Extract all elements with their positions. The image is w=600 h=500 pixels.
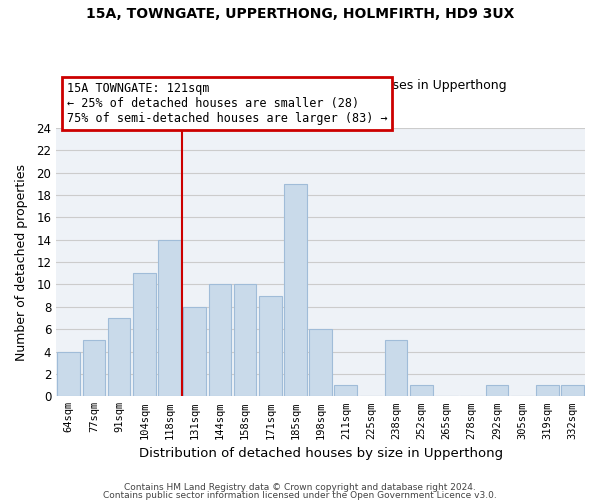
Bar bbox=[334, 385, 357, 396]
Bar bbox=[209, 284, 231, 397]
Bar bbox=[133, 274, 155, 396]
Title: Size of property relative to detached houses in Upperthong: Size of property relative to detached ho… bbox=[135, 79, 506, 92]
Bar bbox=[259, 296, 281, 396]
Bar bbox=[385, 340, 407, 396]
Text: Contains public sector information licensed under the Open Government Licence v3: Contains public sector information licen… bbox=[103, 490, 497, 500]
Bar bbox=[58, 352, 80, 397]
Bar bbox=[485, 385, 508, 396]
Y-axis label: Number of detached properties: Number of detached properties bbox=[15, 164, 28, 360]
Bar bbox=[284, 184, 307, 396]
Bar bbox=[561, 385, 584, 396]
Bar bbox=[83, 340, 105, 396]
X-axis label: Distribution of detached houses by size in Upperthong: Distribution of detached houses by size … bbox=[139, 447, 503, 460]
Text: 15A TOWNGATE: 121sqm
← 25% of detached houses are smaller (28)
75% of semi-detac: 15A TOWNGATE: 121sqm ← 25% of detached h… bbox=[67, 82, 388, 125]
Bar bbox=[108, 318, 130, 396]
Bar bbox=[309, 329, 332, 396]
Bar bbox=[184, 307, 206, 396]
Bar bbox=[234, 284, 256, 397]
Text: 15A, TOWNGATE, UPPERTHONG, HOLMFIRTH, HD9 3UX: 15A, TOWNGATE, UPPERTHONG, HOLMFIRTH, HD… bbox=[86, 8, 514, 22]
Text: Contains HM Land Registry data © Crown copyright and database right 2024.: Contains HM Land Registry data © Crown c… bbox=[124, 484, 476, 492]
Bar bbox=[410, 385, 433, 396]
Bar bbox=[158, 240, 181, 396]
Bar bbox=[536, 385, 559, 396]
